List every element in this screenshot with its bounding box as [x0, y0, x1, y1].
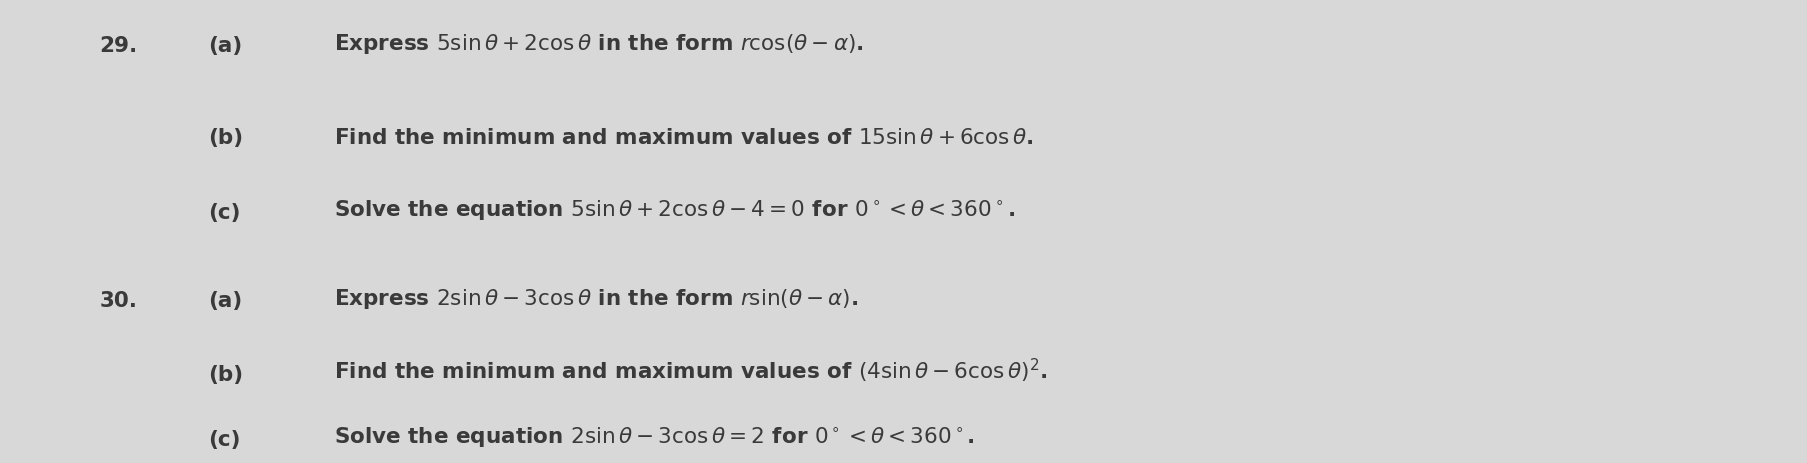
Text: 29.: 29. — [99, 36, 137, 56]
Text: Solve the equation $2\sin\theta-3\cos\theta=2$ for $0^\circ<\theta<360^\circ$.: Solve the equation $2\sin\theta-3\cos\th… — [334, 425, 976, 449]
Text: Express $5\sin\theta+2\cos\theta$ in the form $r\cos(\theta-\alpha)$.: Express $5\sin\theta+2\cos\theta$ in the… — [334, 31, 864, 56]
Text: (c): (c) — [208, 429, 240, 449]
Text: (a): (a) — [208, 36, 242, 56]
Text: (c): (c) — [208, 202, 240, 222]
Text: (b): (b) — [208, 128, 242, 148]
Text: Find the minimum and maximum values of $15\sin\theta+6\cos\theta$.: Find the minimum and maximum values of $… — [334, 128, 1034, 148]
Text: Express $2\sin\theta-3\cos\theta$ in the form $r\sin(\theta-\alpha)$.: Express $2\sin\theta-3\cos\theta$ in the… — [334, 286, 858, 310]
Text: Find the minimum and maximum values of $\left(4\sin\theta-6\cos\theta\right)^{2}: Find the minimum and maximum values of $… — [334, 356, 1048, 384]
Text: (b): (b) — [208, 364, 242, 384]
Text: 30.: 30. — [99, 290, 137, 310]
Text: (a): (a) — [208, 290, 242, 310]
Text: Solve the equation $5\sin\theta+2\cos\theta-4=0$ for $0^\circ<\theta<360^\circ$.: Solve the equation $5\sin\theta+2\cos\th… — [334, 198, 1016, 222]
